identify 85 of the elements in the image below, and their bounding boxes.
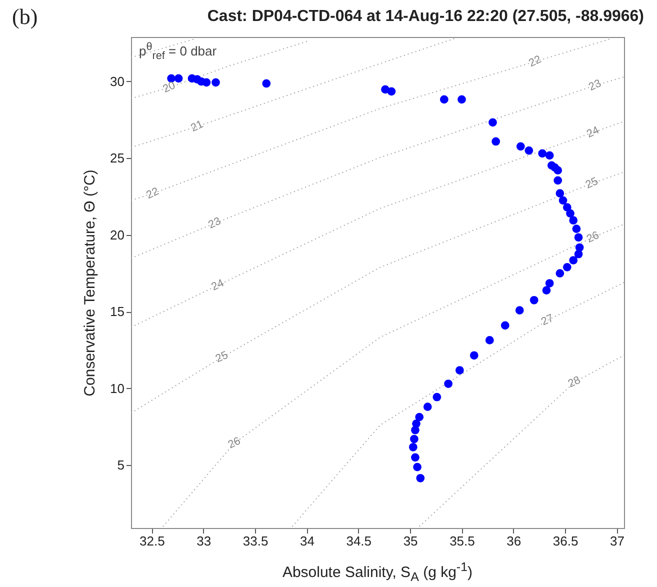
- point: [545, 279, 554, 288]
- point: [500, 321, 510, 330]
- point: [556, 269, 564, 278]
- point: [488, 118, 497, 127]
- x-tick-label: 35: [403, 534, 418, 548]
- annotation: 24: [210, 277, 226, 294]
- point: [572, 224, 581, 233]
- point: [545, 151, 554, 160]
- line-series: [292, 282, 624, 527]
- annotation: 22: [144, 185, 161, 202]
- x-tick-label: 33: [196, 534, 212, 548]
- point: [440, 95, 448, 104]
- point: [410, 434, 418, 444]
- point: [458, 95, 466, 104]
- x-tick-label: 32.5: [140, 534, 165, 548]
- annotation: 22: [527, 54, 544, 70]
- y-tick-label: 30: [110, 74, 124, 89]
- point: [411, 426, 420, 434]
- annotation: 27: [539, 312, 556, 328]
- point: [574, 250, 583, 258]
- y-tick-label: 5: [117, 458, 124, 473]
- point: [542, 286, 551, 294]
- point: [423, 402, 432, 411]
- line-series: [131, 38, 455, 148]
- x-tick-label: 36: [506, 534, 522, 548]
- point: [262, 79, 271, 88]
- point: [485, 336, 494, 344]
- annotation: 26: [226, 435, 242, 452]
- point: [174, 74, 183, 83]
- annotation: 25: [214, 349, 230, 366]
- x-tick-label: 34.5: [346, 534, 372, 548]
- point: [569, 216, 578, 225]
- annotation: p$^{θ}$$_{ref}$ = 0 dbar: [139, 41, 217, 62]
- point: [212, 78, 220, 87]
- annotation: 21: [189, 118, 206, 134]
- point: [415, 412, 424, 422]
- point: [515, 306, 524, 314]
- point: [408, 442, 418, 452]
- point: [524, 146, 534, 155]
- text: (b): [12, 4, 38, 30]
- point: [411, 453, 420, 462]
- annotation: 23: [586, 77, 604, 94]
- y-tick-label: 25: [110, 150, 124, 166]
- y-axis-title: Conservative Temperature, Θ (°C): [82, 169, 98, 396]
- chart-title: Cast: DP04-CTD-064 at 14-Aug-16 22:20 (27.505, -88.9966): [206, 8, 644, 26]
- x-axis-title: Absolute Salinity, S$_{A}$ (g kg$^{-1}$): [281, 560, 474, 584]
- point: [554, 166, 562, 175]
- point: [470, 351, 478, 360]
- x-tick-label: 36.5: [552, 534, 578, 548]
- x-tick-label: 37: [610, 534, 624, 548]
- point: [455, 366, 464, 374]
- x-tick-label: 33.5: [242, 534, 268, 548]
- point: [556, 189, 564, 198]
- point: [569, 256, 578, 264]
- point: [413, 462, 422, 472]
- point: [566, 209, 574, 218]
- annotation: 26: [584, 229, 602, 246]
- point: [202, 78, 211, 87]
- point: [416, 474, 425, 482]
- point: [492, 137, 500, 146]
- x-tick-label: 35.5: [450, 534, 475, 548]
- point: [530, 296, 538, 304]
- line-series: [131, 120, 624, 328]
- point: [538, 149, 547, 158]
- point: [432, 392, 442, 402]
- point: [444, 380, 452, 388]
- point: [562, 262, 572, 272]
- line-series: [131, 76, 624, 259]
- point: [558, 196, 568, 205]
- x-tick-label: 34: [300, 534, 314, 548]
- annotation: 25: [584, 175, 600, 192]
- line-series: [131, 38, 612, 201]
- point: [387, 87, 396, 96]
- annotation: 28: [566, 374, 582, 390]
- annotation: 20: [161, 79, 178, 96]
- y-tick-label: 20: [110, 227, 124, 242]
- point: [516, 142, 525, 151]
- line-series: [131, 172, 624, 414]
- point: [554, 176, 562, 185]
- point: [562, 203, 572, 212]
- annotation: 23: [206, 215, 223, 232]
- y-tick-label: 15: [110, 304, 124, 320]
- point: [574, 233, 583, 242]
- annotation: 24: [584, 124, 602, 140]
- y-tick-label: 10: [110, 380, 124, 396]
